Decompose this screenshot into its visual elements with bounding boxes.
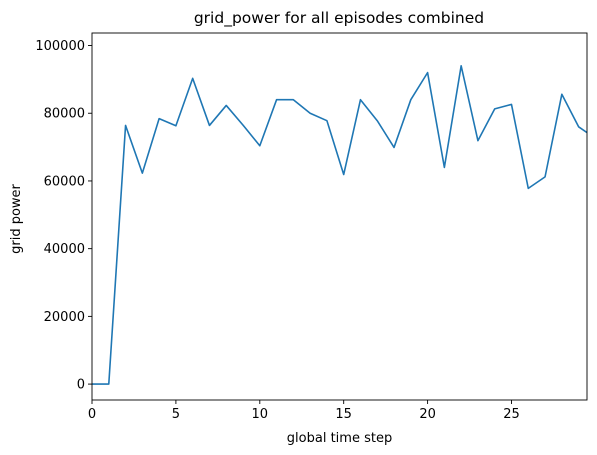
y-axis-label: grid power [9, 183, 24, 253]
x-tick-label: 5 [172, 407, 180, 422]
chart-title: grid_power for all episodes combined [194, 9, 484, 28]
y-tick-label: 20000 [44, 310, 85, 325]
x-tick-label: 0 [88, 407, 96, 422]
x-axis-label: global time step [287, 431, 392, 446]
plot-frame [91, 32, 588, 401]
x-tick-label: 25 [503, 407, 520, 422]
y-tick-label: 0 [77, 378, 85, 393]
y-tick-label: 40000 [44, 242, 85, 257]
x-tick-label: 20 [419, 407, 436, 422]
x-tick-label: 15 [335, 407, 352, 422]
axes-layer: 0 5 10 15 20 25 0 20000 40000 60000 80000 100000 [35, 32, 588, 422]
series-line [92, 65, 587, 385]
y-tick-label: 100000 [35, 39, 85, 54]
y-tick-label: 60000 [44, 174, 85, 189]
series-layer [92, 65, 587, 385]
x-tick-label: 10 [252, 407, 269, 422]
y-tick-label: 80000 [44, 107, 85, 122]
